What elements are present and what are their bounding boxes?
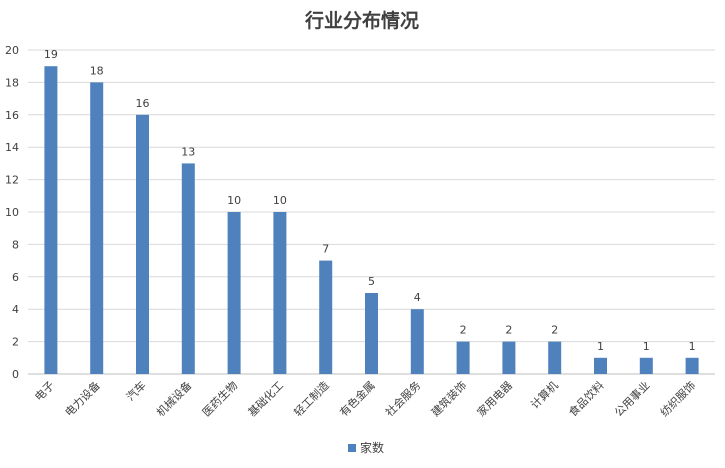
bar (410, 309, 424, 374)
x-tick-label: 有色金属 (337, 378, 378, 419)
x-tick-label: 公用事业 (612, 379, 652, 419)
y-tick-label: 8 (12, 238, 19, 251)
data-label: 2 (551, 324, 558, 337)
chart-title: 行业分布情况 (304, 9, 419, 32)
bar (319, 260, 333, 374)
legend-label: 家数 (360, 440, 384, 455)
x-tick-label: 食品饮料 (566, 378, 607, 419)
bar (273, 212, 287, 374)
data-label: 2 (460, 324, 467, 337)
data-label: 19 (44, 48, 58, 61)
data-label: 7 (322, 243, 329, 256)
y-tick-label: 4 (12, 303, 19, 316)
x-tick-label: 纺织服饰 (657, 378, 698, 419)
x-tick-label: 电子 (32, 379, 57, 404)
y-axis-ticks: 0 2 4 6 8 10 12 14 16 18 20 (5, 44, 19, 381)
x-tick-label: 基础化工 (245, 378, 286, 419)
y-tick-label: 14 (5, 141, 19, 154)
bar (548, 341, 562, 374)
y-tick-label: 6 (12, 271, 19, 284)
data-label: 16 (136, 97, 150, 110)
x-tick-label: 汽车 (123, 378, 148, 403)
y-tick-label: 12 (5, 174, 19, 187)
data-label: 2 (505, 324, 512, 337)
bars (44, 66, 699, 375)
data-label: 13 (181, 145, 195, 158)
bar (44, 66, 58, 374)
data-label: 1 (643, 340, 650, 353)
x-tick-label: 社会服务 (382, 378, 423, 419)
data-label: 5 (368, 275, 375, 288)
x-tick-label: 家用电器 (474, 378, 515, 419)
y-tick-label: 16 (5, 109, 19, 122)
data-labels: 19 18 16 13 10 10 7 5 4 2 2 2 1 1 1 (44, 48, 696, 353)
data-label: 10 (273, 194, 287, 207)
x-tick-label: 轻工制造 (291, 378, 332, 419)
x-tick-label: 建筑装饰 (428, 378, 469, 419)
y-tick-label: 10 (5, 206, 19, 219)
x-tick-label: 电力设备 (62, 378, 103, 419)
bar (502, 341, 516, 374)
bar (181, 163, 195, 374)
bar (685, 357, 699, 374)
bar (365, 293, 378, 374)
bar (90, 82, 104, 375)
data-label: 18 (90, 64, 104, 77)
data-label: 10 (227, 194, 241, 207)
data-label: 1 (597, 340, 604, 353)
bar (456, 341, 470, 374)
y-tick-label: 20 (5, 44, 19, 57)
data-label: 4 (414, 291, 421, 304)
data-label: 1 (689, 340, 696, 353)
legend: 家数 (348, 440, 384, 455)
bar (639, 357, 653, 374)
bar (594, 357, 607, 374)
legend-swatch (348, 444, 356, 452)
x-tick-label: 机械设备 (153, 378, 194, 419)
y-tick-label: 18 (5, 76, 19, 89)
bar (227, 212, 241, 374)
y-tick-label: 2 (12, 336, 19, 349)
y-tick-label: 0 (12, 368, 19, 381)
x-axis-ticks: 电子 电力设备 汽车 机械设备 医药生物 基础化工 轻工制造 有色金属 社会服务 建筑装饰 家用电器… (32, 378, 698, 419)
x-tick-label: 计算机 (528, 378, 561, 411)
bar (136, 114, 149, 375)
x-tick-label: 医药生物 (199, 378, 240, 419)
